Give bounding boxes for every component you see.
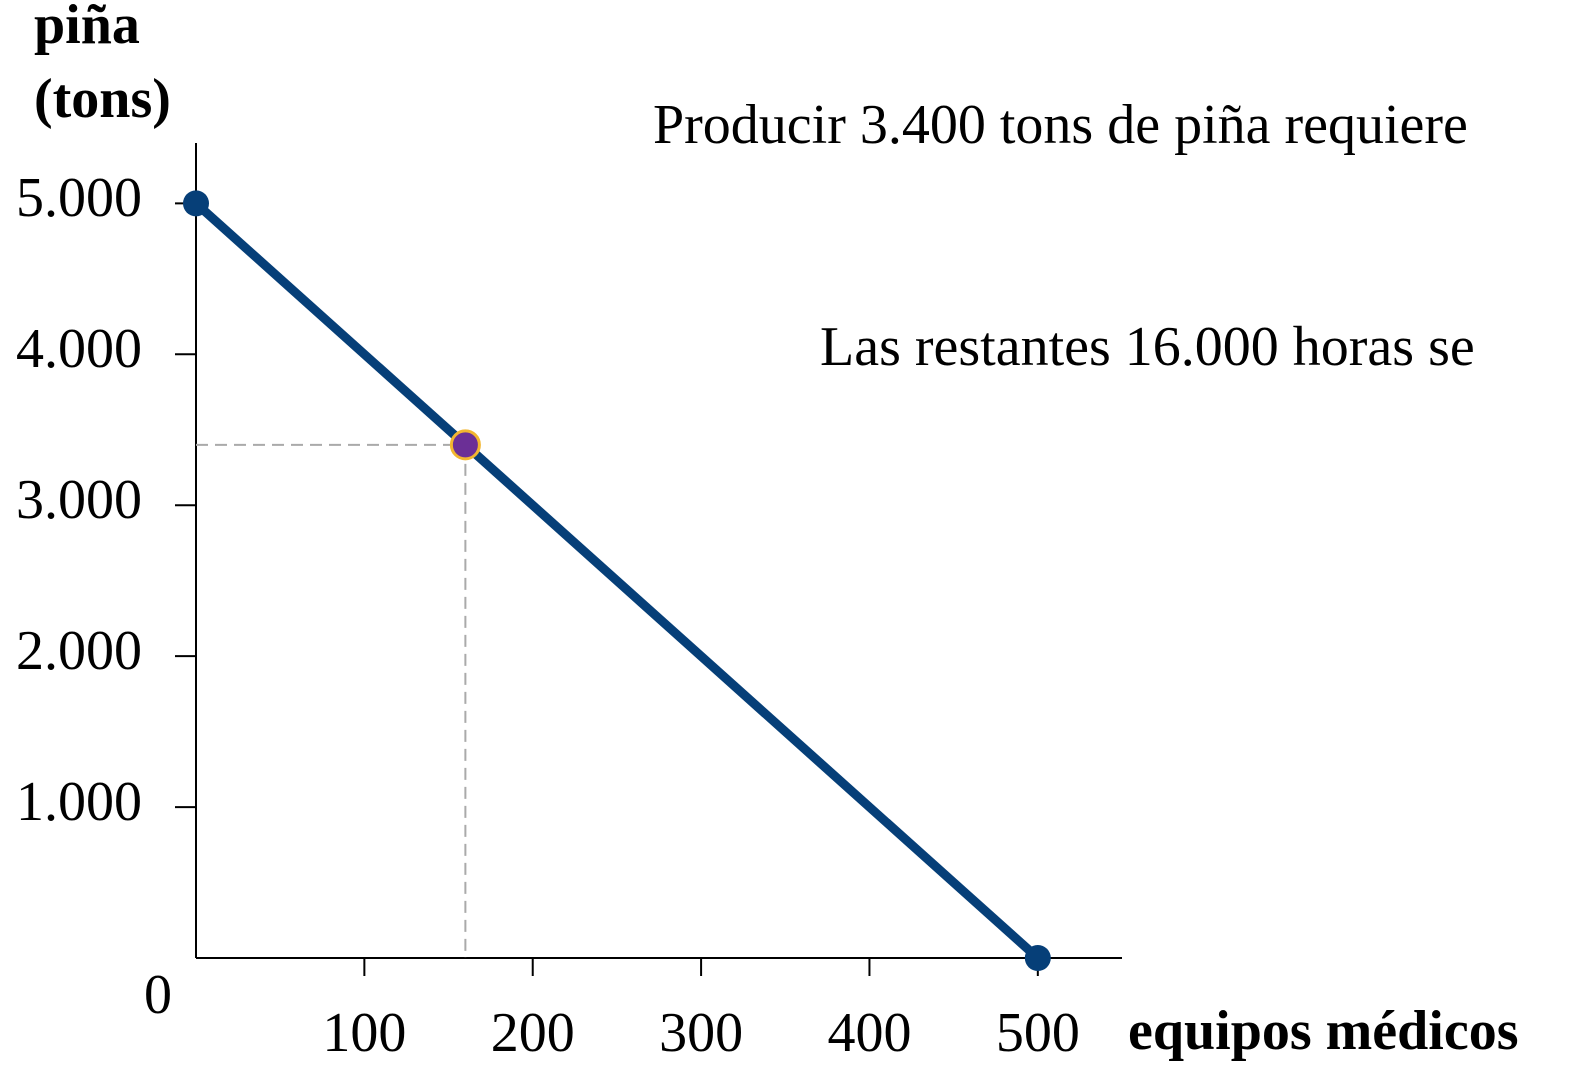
y-tick-label: 2.000 xyxy=(16,620,142,682)
y-axis-label: (tons) xyxy=(34,68,171,130)
x-tick-label: 400 xyxy=(827,1002,911,1064)
y-tick-label: 3.000 xyxy=(16,469,142,531)
y-tick-label: 5.000 xyxy=(16,167,142,229)
x-axis-label: equipos médicos xyxy=(1128,1000,1519,1062)
point xyxy=(1024,945,1051,971)
origin-label: 0 xyxy=(144,964,172,1026)
line xyxy=(192,200,1041,962)
highlight-point xyxy=(449,429,481,461)
annotation: Producir 3.400 tons de piña requiere xyxy=(653,94,1468,156)
point xyxy=(183,190,209,217)
x-tick-label: 300 xyxy=(659,1002,743,1064)
annotation: Las restantes 16.000 horas se xyxy=(820,316,1475,378)
x-tick-label: 500 xyxy=(996,1002,1080,1064)
x-tick-label: 200 xyxy=(491,1002,575,1064)
y-tick-label: 4.000 xyxy=(16,318,142,380)
x-tick-label: 100 xyxy=(322,1002,406,1064)
y-axis-label: piña xyxy=(34,0,140,56)
y-tick-label: 1.000 xyxy=(16,771,142,833)
